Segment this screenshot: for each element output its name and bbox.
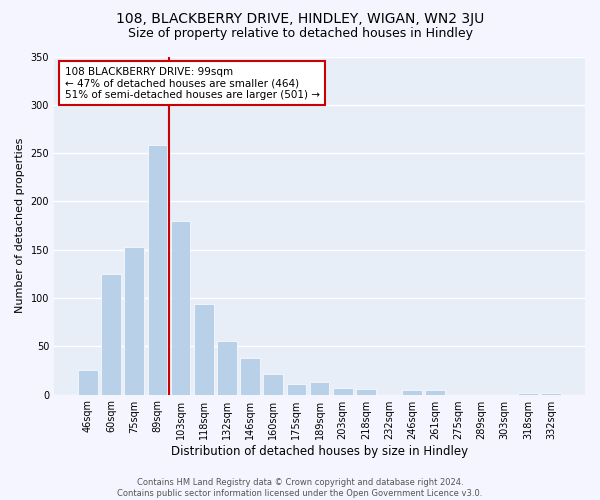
Bar [541, 392, 561, 394]
Bar [402, 390, 422, 394]
Bar [240, 358, 260, 395]
Bar [101, 274, 121, 394]
Bar [263, 374, 283, 394]
Text: 108, BLACKBERRY DRIVE, HINDLEY, WIGAN, WN2 3JU: 108, BLACKBERRY DRIVE, HINDLEY, WIGAN, W… [116, 12, 484, 26]
Text: Contains HM Land Registry data © Crown copyright and database right 2024.
Contai: Contains HM Land Registry data © Crown c… [118, 478, 482, 498]
Bar [124, 247, 144, 394]
Bar [171, 220, 190, 394]
Bar [287, 384, 306, 394]
Bar [333, 388, 353, 394]
Bar [518, 392, 538, 394]
Bar [425, 390, 445, 394]
X-axis label: Distribution of detached houses by size in Hindley: Distribution of detached houses by size … [171, 444, 468, 458]
Bar [356, 389, 376, 394]
Bar [78, 370, 98, 394]
Bar [194, 304, 214, 394]
Y-axis label: Number of detached properties: Number of detached properties [15, 138, 25, 313]
Text: Size of property relative to detached houses in Hindley: Size of property relative to detached ho… [128, 28, 473, 40]
Text: 108 BLACKBERRY DRIVE: 99sqm
← 47% of detached houses are smaller (464)
51% of se: 108 BLACKBERRY DRIVE: 99sqm ← 47% of det… [65, 66, 320, 100]
Bar [148, 146, 167, 394]
Bar [310, 382, 329, 394]
Bar [217, 342, 237, 394]
